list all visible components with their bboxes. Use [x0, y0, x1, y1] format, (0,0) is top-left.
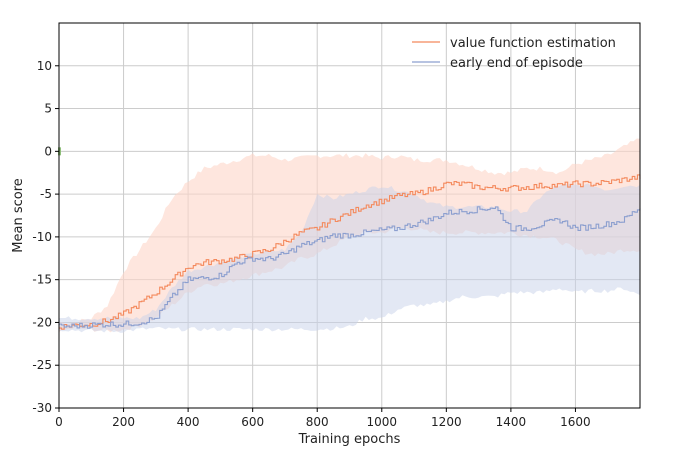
- band-value-function-estimation: [59, 138, 640, 334]
- series-lines: [59, 174, 641, 330]
- y-tick-label: -25: [32, 358, 52, 372]
- legend-label-early-end-of-episode: early end of episode: [450, 56, 583, 71]
- y-tick-label: -5: [40, 187, 52, 201]
- y-axis-ticks: -30 -25 -20 -15 -10 -5 0 5 10: [32, 59, 59, 415]
- series-line-0: [59, 174, 641, 330]
- x-tick-label: 0: [55, 415, 63, 429]
- confidence-bands: [59, 138, 640, 334]
- x-tick-label: 200: [112, 415, 135, 429]
- y-tick-label: -10: [32, 230, 52, 244]
- band-early-end-of-episode: [59, 183, 640, 333]
- y-tick-label: 0: [44, 144, 52, 158]
- y-tick-label: 10: [37, 59, 52, 73]
- y-tick-label: 5: [44, 102, 52, 116]
- y-tick-label: -20: [32, 315, 52, 329]
- x-axis-label: Training epochs: [298, 432, 401, 447]
- legend: value function estimation early end of e…: [412, 36, 616, 71]
- y-tick-label: -30: [32, 401, 52, 415]
- x-axis-ticks: 0 200 400 600 800 1000 1200 1400 1600: [55, 408, 591, 429]
- x-tick-label: 1400: [496, 415, 527, 429]
- x-tick-label: 1000: [367, 415, 398, 429]
- x-tick-label: 400: [177, 415, 200, 429]
- x-tick-label: 800: [306, 415, 329, 429]
- y-tick-label: -15: [32, 273, 52, 287]
- x-tick-label: 600: [241, 415, 264, 429]
- y-axis-label: Mean score: [11, 178, 26, 252]
- legend-label-value-function-estimation: value function estimation: [450, 36, 616, 51]
- x-tick-label: 1200: [431, 415, 462, 429]
- x-tick-label: 1600: [560, 415, 591, 429]
- series-line-1: [59, 206, 641, 329]
- plot-frame: [58, 22, 641, 409]
